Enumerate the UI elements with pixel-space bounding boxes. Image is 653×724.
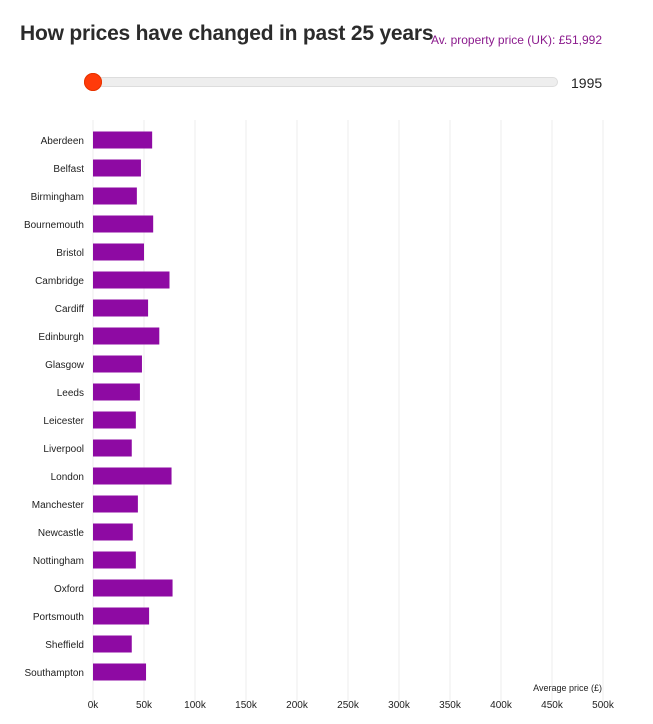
category-label: Bournemouth: [24, 220, 84, 231]
category-label: Glasgow: [45, 360, 85, 371]
chart-title: How prices have changed in past 25 years: [20, 22, 434, 45]
category-label: Manchester: [32, 500, 85, 511]
average-price-label: Av. property price (UK): £51,992: [431, 33, 602, 47]
category-label: Edinburgh: [38, 332, 84, 343]
bar[interactable]: [93, 523, 133, 541]
category-label: London: [51, 472, 84, 483]
category-label: Leeds: [57, 388, 84, 399]
category-label: Portsmouth: [33, 612, 84, 623]
bar[interactable]: [93, 411, 136, 429]
x-tick-label: 100k: [184, 700, 207, 711]
bar[interactable]: [93, 551, 136, 569]
category-label: Liverpool: [43, 444, 84, 455]
category-label: Cambridge: [35, 276, 84, 287]
category-label: Newcastle: [38, 528, 85, 539]
year-slider-track[interactable]: [88, 77, 558, 87]
bar[interactable]: [93, 495, 138, 513]
x-tick-label: 0k: [88, 700, 100, 711]
x-tick-label: 50k: [136, 700, 153, 711]
category-label: Belfast: [53, 164, 84, 175]
x-tick-label: 200k: [286, 700, 309, 711]
bar[interactable]: [93, 579, 173, 597]
bar[interactable]: [93, 467, 172, 485]
category-label: Nottingham: [33, 556, 84, 567]
category-label: Bristol: [56, 248, 84, 259]
bar[interactable]: [93, 159, 141, 177]
x-tick-label: 450k: [541, 700, 564, 711]
x-tick-label: 500k: [592, 700, 615, 711]
x-tick-label: 400k: [490, 700, 513, 711]
bar[interactable]: [93, 187, 137, 205]
bar[interactable]: [93, 299, 149, 317]
category-label: Oxford: [54, 584, 84, 595]
bar[interactable]: [93, 243, 144, 261]
bar[interactable]: [93, 439, 132, 457]
bar[interactable]: [93, 663, 147, 681]
bar[interactable]: [93, 355, 142, 373]
x-tick-label: 250k: [337, 700, 360, 711]
category-label: Cardiff: [55, 304, 84, 315]
bar[interactable]: [93, 635, 132, 653]
year-readout: 1995: [571, 75, 603, 91]
bar-chart: Aberdeen Belfast Birmingham Bournemouth Bris…: [24, 120, 615, 711]
bar[interactable]: [93, 131, 153, 149]
bar[interactable]: [93, 383, 140, 401]
x-tick-label: 300k: [388, 700, 411, 711]
x-tick-label: 150k: [235, 700, 258, 711]
year-slider-handle[interactable]: [84, 73, 102, 91]
x-axis-title: Average price (£): [533, 683, 602, 693]
category-label: Sheffield: [45, 640, 84, 651]
x-tick-label: 350k: [439, 700, 462, 711]
category-label: Aberdeen: [41, 136, 84, 147]
bar[interactable]: [93, 327, 160, 345]
category-label: Leicester: [43, 416, 84, 427]
bar[interactable]: [93, 215, 154, 233]
bar[interactable]: [93, 271, 170, 289]
category-label: Southampton: [25, 668, 85, 679]
category-label: Birmingham: [31, 192, 84, 203]
bar[interactable]: [93, 607, 150, 625]
